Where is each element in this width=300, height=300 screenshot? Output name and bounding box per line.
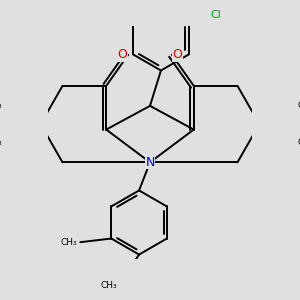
- Text: O: O: [172, 48, 182, 61]
- Text: Cl: Cl: [211, 10, 221, 20]
- Text: CH₃: CH₃: [100, 281, 117, 290]
- Text: N: N: [145, 156, 155, 169]
- Text: CH₃: CH₃: [60, 238, 77, 247]
- Text: CH₃: CH₃: [0, 101, 2, 110]
- Text: O: O: [118, 48, 128, 61]
- Text: CH₃: CH₃: [0, 138, 2, 147]
- Text: CH₃: CH₃: [298, 138, 300, 147]
- Text: CH₃: CH₃: [298, 101, 300, 110]
